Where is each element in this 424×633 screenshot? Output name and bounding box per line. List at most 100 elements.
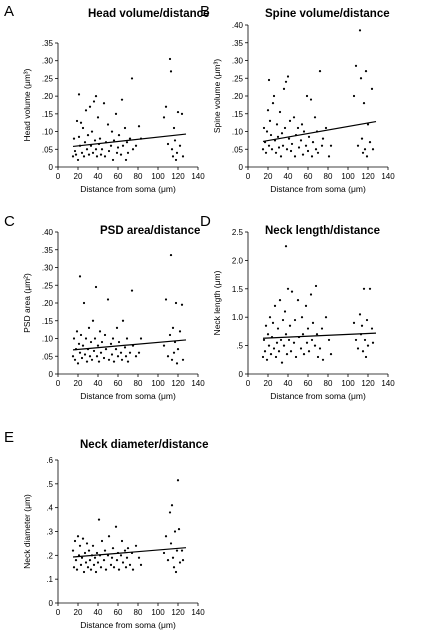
data-point-a [126,151,130,154]
data-point-b [352,94,356,98]
data-point-d [324,316,328,319]
data-point-e [128,563,132,566]
data-point-d [329,353,333,356]
data-point-e [120,539,124,543]
data-point-c [90,358,94,361]
data-point-c [164,298,168,301]
y-tick-label-a: 0 [49,163,54,172]
data-point-e [99,566,103,569]
data-point-d [363,338,367,342]
data-point-b [282,87,286,90]
data-point-d [269,353,273,356]
x-tick-label-a: 20 [74,172,83,181]
y-tick-label-c: .35 [42,246,54,255]
data-point-b [313,116,317,119]
data-point-a [110,130,114,133]
data-point-d [286,287,290,290]
x-tick-label-e: 80 [134,608,143,617]
data-point-e [103,549,107,552]
x-tick-label-c: 40 [94,379,103,388]
data-point-b [300,123,304,126]
data-point-d [302,353,306,356]
data-point-a [166,142,170,146]
data-point-e [82,570,86,574]
data-point-c [115,326,119,329]
data-point-a [134,144,138,147]
x-axis-label-a: Distance from soma (μm) [80,184,176,194]
data-point-a [137,125,141,128]
data-point-e [162,551,166,555]
data-point-c [169,253,173,257]
y-tick-label-d: .5 [236,342,243,351]
data-point-b [269,133,273,137]
data-point-e [126,547,130,550]
data-point-b [297,146,301,149]
x-tick-label-a: 140 [191,172,205,181]
y-axis-label-e: Neck diameter (μm) [22,494,32,569]
y-tick-label-b: .10 [232,128,244,137]
data-point-d [354,338,358,342]
trend-line-b [262,120,377,143]
data-point-d [275,341,279,344]
data-point-a [125,141,129,144]
data-point-a [76,158,80,162]
data-point-a [120,98,124,101]
data-point-d [278,299,282,302]
x-tick-label-c: 60 [114,379,123,388]
data-point-a [168,57,172,61]
y-tick-label-b: .40 [232,21,244,30]
x-tick-label-c: 100 [151,379,165,388]
x-tick-label-a: 100 [151,172,165,181]
data-point-e [176,479,180,482]
data-point-e [115,559,119,562]
trend-line-a [72,133,187,148]
data-point-b [261,148,265,151]
data-point-b [281,144,285,147]
trend-line-d [262,332,377,339]
y-tick-label-a: .15 [42,110,54,119]
data-point-e [137,556,141,559]
data-point-d [304,304,308,307]
data-point-d [311,321,315,324]
data-point-d [300,316,304,319]
data-point-d [279,338,283,342]
data-point-e [170,504,174,507]
data-point-d [262,338,266,342]
data-point-e [83,551,87,555]
data-point-b [279,155,283,158]
data-point-a [84,109,88,112]
data-point-e [111,547,115,550]
data-point-c [72,337,76,340]
data-point-b [266,109,270,112]
data-point-a [171,155,175,158]
x-tick-label-a: 0 [56,172,61,181]
data-point-e [131,568,135,571]
data-point-d [307,350,311,353]
data-point-e [95,551,99,555]
data-point-d [282,344,286,347]
data-point-b [359,77,363,80]
data-point-b [270,148,274,151]
panel-letter-a: A [4,3,14,20]
data-point-c [119,351,123,354]
data-point-b [318,70,322,73]
data-point-c [85,360,89,363]
data-point-a [80,151,84,154]
data-point-e [75,568,79,571]
data-point-d [360,324,364,327]
data-point-a [121,144,125,147]
trend-line-e [72,547,187,558]
data-point-a [131,148,135,151]
x-tick-label-c: 80 [134,379,143,388]
data-point-c [96,344,100,347]
data-point-d [289,350,293,353]
data-point-b [306,149,310,153]
data-point-d [361,350,365,353]
data-point-e [121,561,125,564]
data-point-b [277,146,281,149]
data-point-e [164,535,168,538]
chart-title-c: PSD area/distance [100,225,200,237]
data-point-e [86,566,90,569]
data-point-c [103,333,107,337]
data-point-d [264,324,268,327]
